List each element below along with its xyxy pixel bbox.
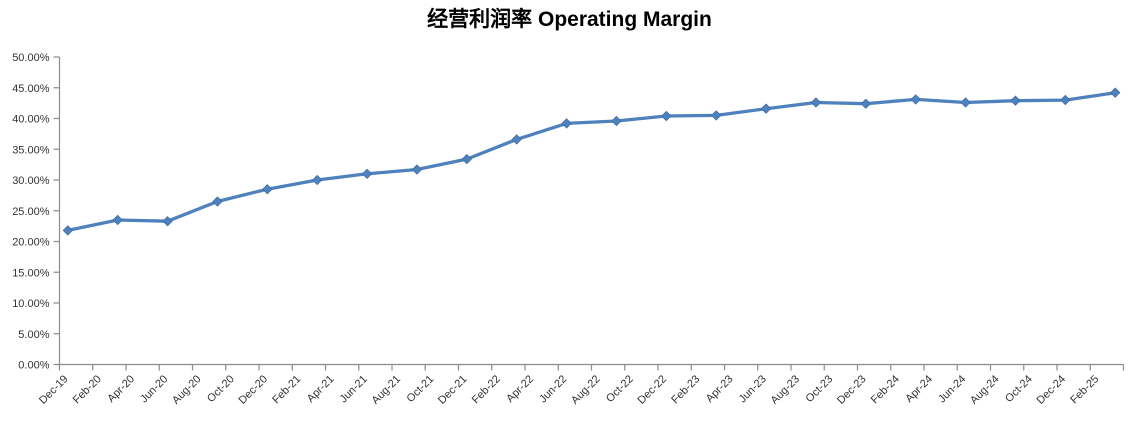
x-tick-label: Oct-22 xyxy=(604,373,636,405)
y-tick-label: 45.00% xyxy=(12,83,50,95)
data-point-marker xyxy=(661,110,672,122)
data-point-marker xyxy=(361,168,373,180)
data-point-marker xyxy=(910,94,921,105)
data-point-marker xyxy=(262,184,273,195)
x-tick-label: Jun-24 xyxy=(936,373,968,405)
x-tick-label: Feb-24 xyxy=(869,373,902,406)
x-tick-label: Jun-23 xyxy=(737,373,769,405)
x-tick-label: Oct-23 xyxy=(804,373,836,405)
x-tick-label: Apr-20 xyxy=(105,373,137,405)
y-tick-label: 35.00% xyxy=(12,144,50,156)
x-tick-label: Dec-19 xyxy=(37,373,71,407)
x-tick-label: Jun-21 xyxy=(338,373,370,405)
data-point-marker xyxy=(212,196,223,207)
x-tick-label: Oct-20 xyxy=(205,373,237,405)
data-point-marker xyxy=(611,115,622,127)
data-point-marker xyxy=(760,103,772,114)
x-tick-label: Feb-25 xyxy=(1068,373,1101,406)
y-tick-label: 0.00% xyxy=(18,360,49,372)
x-tick-label: Oct-21 xyxy=(405,373,437,405)
x-tick-label: Dec-24 xyxy=(1035,373,1069,407)
y-tick-label: 30.00% xyxy=(12,175,50,187)
series-line xyxy=(66,91,1117,233)
data-point-marker xyxy=(1110,87,1121,98)
chart-title: 经营利润率 Operating Margin xyxy=(427,8,712,31)
x-tick-label: Aug-20 xyxy=(170,373,204,407)
data-point-marker xyxy=(461,153,472,165)
data-point-marker xyxy=(711,110,722,121)
data-point-marker xyxy=(810,97,822,108)
data-point-marker xyxy=(860,98,871,109)
x-tick-label: Oct-24 xyxy=(1003,373,1035,405)
data-point-marker xyxy=(62,225,73,236)
y-tick-label: 5.00% xyxy=(18,329,49,341)
data-point-marker xyxy=(960,97,971,108)
x-tick-label: Feb-22 xyxy=(470,373,503,406)
y-tick-label: 25.00% xyxy=(12,206,50,218)
data-point-marker xyxy=(1060,94,1071,106)
y-tick-label: 40.00% xyxy=(12,114,50,126)
x-tick-label: Aug-23 xyxy=(769,373,803,407)
data-point-marker xyxy=(411,164,423,175)
x-tick-label: Apr-22 xyxy=(504,373,536,405)
x-tick-label: Dec-22 xyxy=(636,373,670,407)
data-point-marker xyxy=(1010,95,1021,106)
x-tick-label: Feb-20 xyxy=(71,373,104,406)
x-tick-label: Dec-20 xyxy=(237,373,271,407)
data-point-marker xyxy=(511,134,522,145)
x-tick-label: Apr-23 xyxy=(704,373,736,405)
y-tick-label: 10.00% xyxy=(12,298,50,310)
data-point-marker xyxy=(112,214,123,226)
x-tick-label: Aug-21 xyxy=(370,373,404,407)
x-tick-label: Apr-24 xyxy=(903,373,935,405)
x-tick-label: Feb-21 xyxy=(270,373,303,406)
x-tick-label: Dec-23 xyxy=(835,373,869,407)
x-tick-label: Feb-23 xyxy=(669,373,702,406)
y-tick-label: 50.00% xyxy=(12,52,50,64)
data-point-marker xyxy=(561,118,572,129)
x-tick-label: Jun-20 xyxy=(138,373,170,405)
y-tick-label: 15.00% xyxy=(12,267,50,279)
data-point-marker xyxy=(312,174,323,186)
y-tick-label: 20.00% xyxy=(12,237,50,249)
x-tick-label: Aug-24 xyxy=(968,373,1002,407)
data-point-marker xyxy=(162,216,173,227)
x-tick-label: Aug-22 xyxy=(569,373,603,407)
x-tick-label: Jun-22 xyxy=(537,373,569,405)
x-tick-label: Apr-21 xyxy=(305,373,337,405)
x-tick-label: Dec-21 xyxy=(436,373,470,407)
